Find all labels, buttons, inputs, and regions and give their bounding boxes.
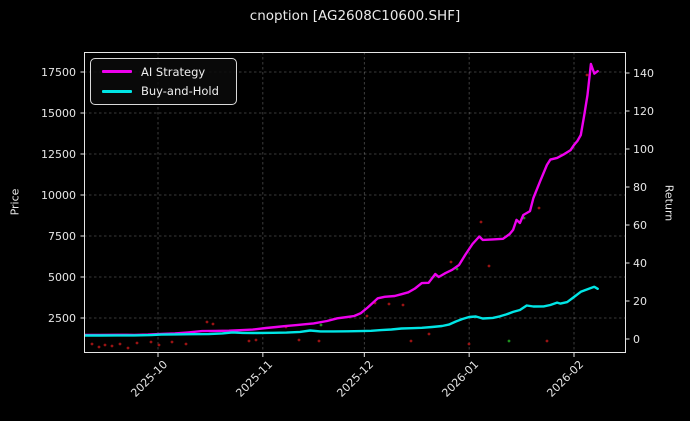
y-axis-label-right: Return [662, 184, 676, 222]
red-signal-dot [427, 332, 431, 336]
ai-strategy-line [84, 62, 599, 337]
legend-label: AI Strategy [141, 64, 206, 79]
red-signal-dot [157, 343, 161, 347]
red-signal-dot [103, 343, 107, 347]
legend-item-buy-and-hold: Buy-and-Hold [91, 84, 236, 98]
red-signal-dot [545, 339, 549, 343]
plot-border [84, 52, 626, 353]
red-signal-dot [479, 220, 483, 224]
red-signal-dot [97, 345, 101, 349]
buy-and-hold-line [84, 285, 599, 337]
red-signal-dot [170, 340, 174, 344]
red-signal-dot [467, 342, 471, 346]
legend-item-ai-strategy: AI Strategy [91, 65, 236, 79]
green-signal-dot [319, 323, 323, 327]
red-signal-dot [205, 320, 209, 324]
red-signal-dot [184, 342, 188, 346]
signal-dots [90, 73, 589, 350]
red-signal-dot [487, 264, 491, 268]
tick-marks [80, 71, 630, 357]
red-signal-dot [409, 339, 413, 343]
y-axis-label-left: Price [8, 188, 22, 216]
red-signal-dot [365, 314, 369, 318]
red-signal-dot [149, 340, 153, 344]
red-signal-dot [297, 338, 301, 342]
red-signal-dot [585, 73, 589, 77]
red-signal-dot [126, 346, 130, 350]
red-signal-dot [401, 303, 405, 307]
red-signal-dot [135, 341, 139, 345]
red-signal-dot [317, 339, 321, 343]
green-signal-dot [507, 339, 511, 343]
legend-label: Buy-and-Hold [141, 84, 219, 99]
red-signal-dot [387, 302, 391, 306]
red-signal-dot [537, 206, 541, 210]
red-signal-dot [449, 260, 453, 264]
red-signal-dot [247, 339, 251, 343]
red-signal-dot [110, 344, 114, 348]
legend-box: AI Strategy Buy-and-Hold [90, 58, 237, 105]
red-signal-dot [90, 342, 94, 346]
ai-strategy-line-swatch [102, 70, 132, 74]
red-signal-dot [211, 322, 215, 326]
red-signal-dot [254, 338, 258, 342]
buy-and-hold-line-swatch [102, 89, 132, 93]
chart-title: cnoption [AG2608C10600.SHF] [249, 8, 461, 24]
red-signal-dot [118, 342, 122, 346]
